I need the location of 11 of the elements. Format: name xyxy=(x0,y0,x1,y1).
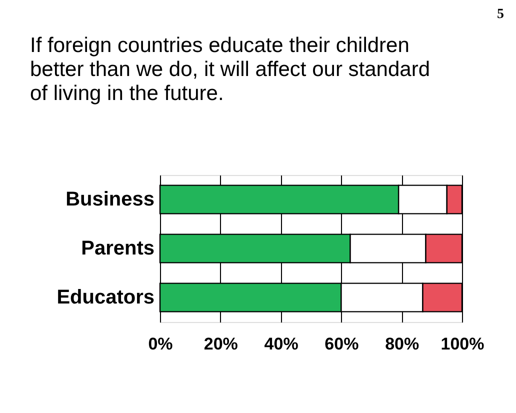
text: 5 xyxy=(497,7,504,22)
x-tick-label: 40% xyxy=(264,334,298,354)
y-tick-label: Educators xyxy=(56,286,154,308)
x-tick-label: 80% xyxy=(385,334,420,354)
x-tick-label: 0% xyxy=(148,334,173,354)
chart-title: If foreign countries educate their children better than we do, it will affect our standard of living in the future. xyxy=(30,34,430,105)
y-tick-label: Parents xyxy=(81,238,154,260)
x-tick-label: 100% xyxy=(440,334,484,354)
x-tick-label: 20% xyxy=(204,334,238,354)
x-tick-label: 60% xyxy=(324,334,359,354)
y-tick-label: Business xyxy=(66,188,154,210)
